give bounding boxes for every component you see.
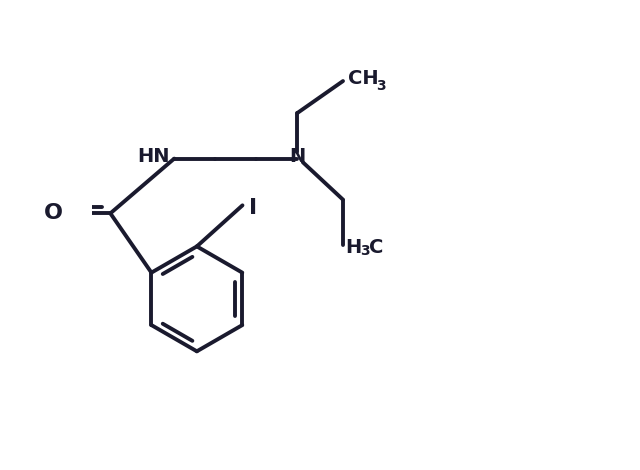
Text: N: N	[289, 147, 305, 166]
Text: 3: 3	[360, 244, 370, 258]
Text: CH: CH	[348, 69, 378, 88]
Text: C: C	[369, 238, 383, 257]
Text: H: H	[345, 238, 362, 257]
Text: HN: HN	[137, 147, 170, 166]
Text: I: I	[250, 197, 257, 218]
Text: O: O	[44, 204, 63, 223]
Text: 3: 3	[376, 78, 385, 93]
